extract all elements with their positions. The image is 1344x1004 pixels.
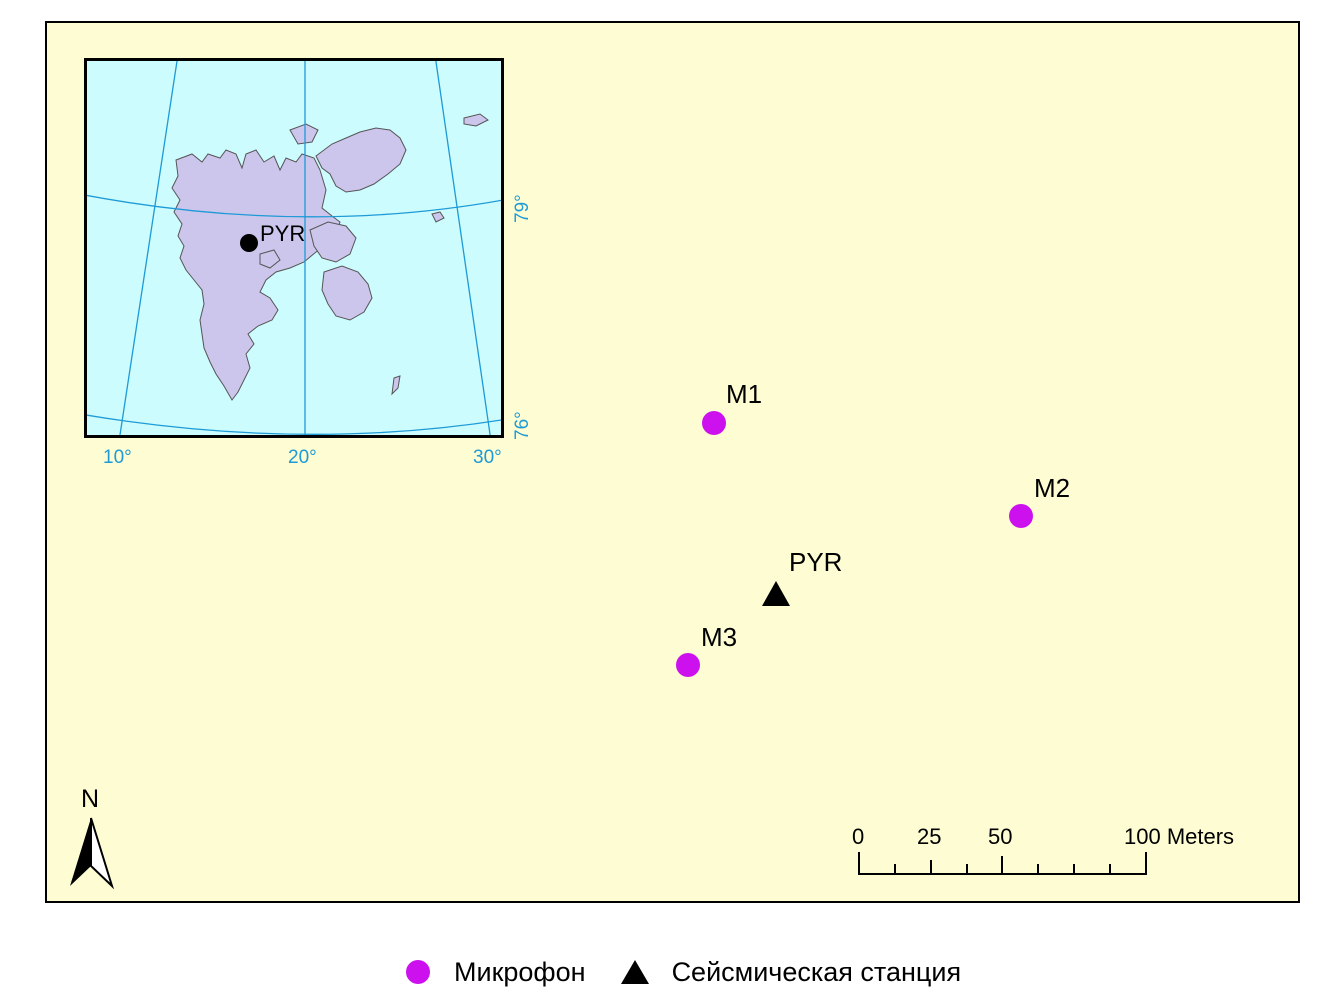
inset-border	[84, 58, 504, 438]
microphone-marker-m1	[702, 411, 726, 435]
scale-bar	[858, 852, 1147, 875]
microphone-label-m3: M3	[701, 622, 738, 652]
microphone-marker-m2	[1009, 504, 1033, 528]
station-legend-icon	[620, 960, 649, 984]
graticule-lines	[84, 58, 504, 438]
microphone-label-m1: M1	[726, 379, 763, 409]
scale-label-0: 0	[852, 824, 865, 849]
legend: Микрофон Сейсмическая станция	[404, 952, 995, 992]
legend-microphone-label: Микрофон	[454, 956, 586, 987]
station-marker	[762, 581, 790, 606]
legend-item-station: Сейсмическая станция	[620, 957, 996, 988]
microphone-label-m2: M2	[1034, 473, 1071, 503]
inset-lon-label-20: 20°	[288, 447, 317, 468]
inset-map: PYR	[84, 58, 504, 438]
legend-item-microphone: Микрофон	[404, 957, 620, 988]
north-arrow-icon	[70, 817, 115, 890]
north-arrow-label: N	[81, 785, 100, 813]
station-label: PYR	[789, 547, 843, 577]
scale-label-100-meters: 100 Meters	[1124, 824, 1235, 849]
inset-lon-label-10: 10°	[103, 447, 132, 468]
legend-station-label: Сейсмическая станция	[671, 956, 962, 987]
microphone-legend-icon	[406, 960, 430, 984]
scale-label-25: 25	[917, 824, 942, 849]
microphone-marker-m3	[676, 653, 700, 677]
inset-station-marker	[240, 234, 258, 252]
inset-lon-label-30: 30°	[473, 447, 502, 468]
inset-station-label: PYR	[260, 221, 305, 246]
scale-label-50: 50	[988, 824, 1013, 849]
